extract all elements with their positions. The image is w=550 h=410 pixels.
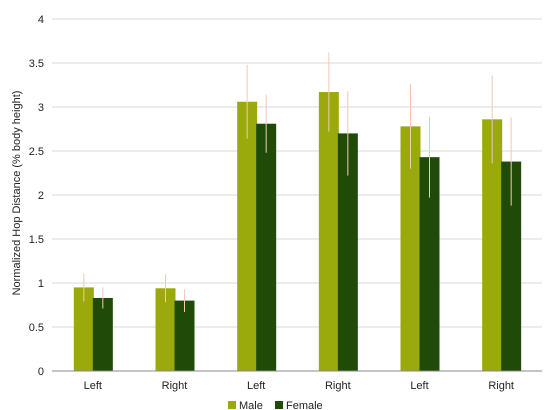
y-tick-label: 2.5 bbox=[29, 146, 44, 158]
y-tick-label: 3.5 bbox=[29, 58, 44, 70]
bar-male bbox=[237, 101, 258, 371]
bar-male bbox=[400, 126, 421, 371]
bar-male bbox=[318, 92, 339, 371]
gridlines bbox=[52, 18, 542, 372]
bars bbox=[73, 92, 522, 371]
bar-female bbox=[174, 300, 195, 371]
error-bars bbox=[83, 52, 512, 313]
x-tick-label: Left bbox=[84, 380, 102, 392]
y-tick-label: 2 bbox=[38, 190, 44, 202]
y-tick-label: 0 bbox=[38, 366, 44, 378]
x-tick-label: Right bbox=[325, 380, 351, 392]
legend-swatch-female bbox=[275, 401, 283, 409]
legend-label-male: Male bbox=[239, 400, 263, 410]
y-tick-label: 1.5 bbox=[29, 234, 44, 246]
x-tick-label: Left bbox=[247, 380, 265, 392]
bar-male bbox=[482, 119, 503, 371]
axes: 0 0.5 1 1.5 2 2.5 3 3.5 4 Left Right Left Right Left R… bbox=[29, 14, 542, 392]
y-tick-label: 3 bbox=[38, 102, 44, 114]
y-tick-label: 0.5 bbox=[29, 322, 44, 334]
bar-male bbox=[73, 287, 94, 371]
x-tick-label: Left bbox=[410, 380, 428, 392]
bar-female bbox=[337, 133, 358, 371]
bar-female bbox=[419, 157, 440, 371]
legend-swatch-male bbox=[228, 401, 236, 409]
legend-label-female: Female bbox=[286, 400, 323, 410]
bar-female bbox=[92, 297, 113, 371]
y-tick-label: 4 bbox=[38, 14, 44, 26]
legend: Male Female bbox=[228, 400, 323, 410]
bar-female bbox=[501, 161, 522, 371]
x-tick-label: Right bbox=[162, 380, 188, 392]
bar-male bbox=[155, 288, 176, 371]
y-axis-title: Normalized Hop Distance (% body height) bbox=[11, 91, 23, 296]
bar-female bbox=[256, 123, 277, 371]
x-tick-label: Right bbox=[488, 380, 514, 392]
y-tick-label: 1 bbox=[38, 278, 44, 290]
